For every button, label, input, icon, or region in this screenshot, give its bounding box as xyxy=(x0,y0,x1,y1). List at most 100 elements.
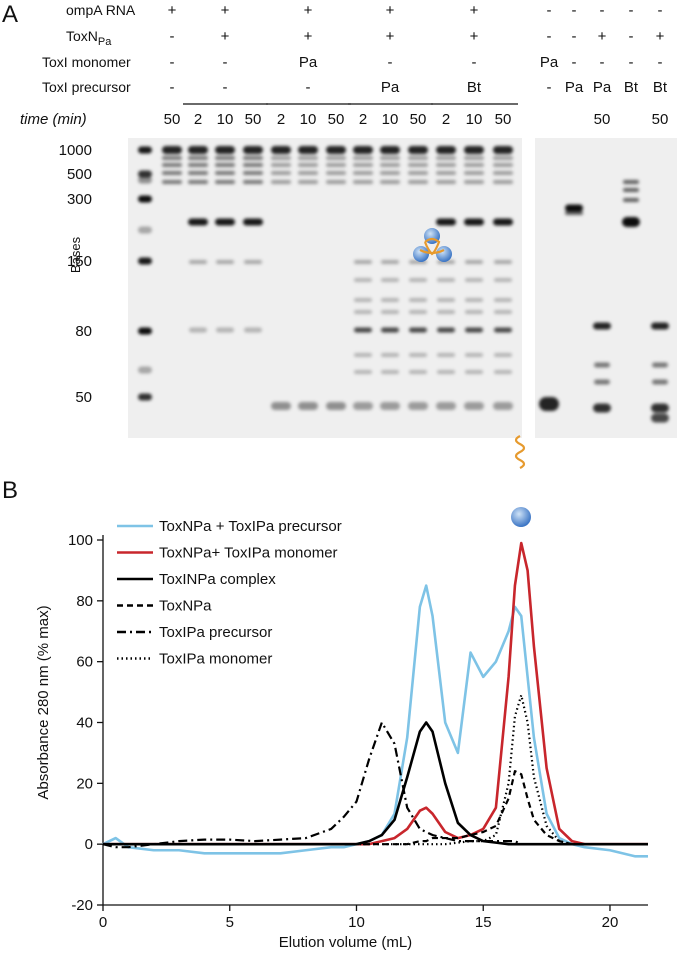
y-tick-label: -20 xyxy=(71,897,93,914)
band xyxy=(437,327,455,333)
lane-mark: - xyxy=(223,54,228,71)
protein-icons xyxy=(413,228,531,527)
band xyxy=(436,218,456,226)
y-tick-label: 0 xyxy=(85,836,93,853)
band xyxy=(436,402,456,410)
band xyxy=(138,393,152,401)
x-tick-label: 15 xyxy=(475,914,492,931)
legend-label: ToxNPa + ToxIPa precursor xyxy=(159,518,342,535)
x-tick-label: 20 xyxy=(602,914,619,931)
x-tick-label: 10 xyxy=(348,914,365,931)
lane-mark: + xyxy=(221,28,230,45)
band xyxy=(437,278,455,282)
band xyxy=(354,260,372,264)
band xyxy=(326,402,346,410)
band xyxy=(437,298,455,302)
band xyxy=(215,146,235,154)
band xyxy=(353,180,373,184)
band xyxy=(437,370,455,374)
band xyxy=(409,298,427,302)
lane-mark: + xyxy=(656,28,665,45)
band xyxy=(298,146,318,154)
band xyxy=(623,188,639,192)
ladder-axis-label: Bases xyxy=(68,236,83,273)
band xyxy=(243,146,263,154)
band xyxy=(465,310,483,314)
lane-mark: - xyxy=(547,2,552,19)
time-label: 10 xyxy=(466,111,483,128)
band xyxy=(408,171,428,175)
band xyxy=(216,327,234,333)
time-label: 10 xyxy=(300,111,317,128)
lane-mark: - xyxy=(572,54,577,71)
time-label: 50 xyxy=(410,111,427,128)
legend-label: ToxNPa+ ToxIPa monomer xyxy=(159,545,338,562)
band xyxy=(623,198,639,202)
band xyxy=(215,163,235,167)
band xyxy=(271,180,291,184)
lane-mark: + xyxy=(168,2,177,19)
band xyxy=(138,195,152,203)
band xyxy=(436,146,456,154)
band xyxy=(326,180,346,184)
band xyxy=(354,327,372,333)
lane-mark: - xyxy=(600,54,605,71)
band xyxy=(623,180,639,184)
gel-right xyxy=(535,138,677,438)
band xyxy=(354,370,372,374)
band xyxy=(271,402,291,410)
band xyxy=(138,176,152,184)
band xyxy=(409,310,427,314)
band xyxy=(188,156,208,160)
band xyxy=(188,180,208,184)
band xyxy=(298,156,318,160)
lane-mark: - xyxy=(170,79,175,96)
y-tick-label: 80 xyxy=(76,593,93,610)
band xyxy=(215,180,235,184)
lane-mark: - xyxy=(388,54,393,71)
band xyxy=(622,217,640,227)
band xyxy=(494,278,512,282)
band xyxy=(380,180,400,184)
band xyxy=(464,402,484,410)
band xyxy=(271,163,291,167)
band xyxy=(465,327,483,333)
band xyxy=(436,180,456,184)
band xyxy=(244,260,262,264)
time-label: 2 xyxy=(194,111,202,128)
band xyxy=(138,257,152,265)
band xyxy=(539,397,559,411)
band xyxy=(138,170,152,178)
band xyxy=(436,156,456,160)
band xyxy=(298,402,318,410)
lane-mark: - xyxy=(547,79,552,96)
row-label-main: ToxN xyxy=(66,28,98,44)
panel-label: A xyxy=(2,1,18,28)
band xyxy=(436,171,456,175)
band xyxy=(354,278,372,282)
series-line xyxy=(102,584,648,858)
band xyxy=(465,353,483,357)
band xyxy=(381,327,399,333)
band xyxy=(593,403,611,413)
band xyxy=(162,171,182,175)
band xyxy=(380,156,400,160)
lane-mark: Bt xyxy=(624,79,639,96)
band xyxy=(243,180,263,184)
ladder-label: 1000 xyxy=(59,142,92,159)
band xyxy=(436,163,456,167)
band xyxy=(326,171,346,175)
band xyxy=(381,298,399,302)
band xyxy=(188,218,208,226)
band xyxy=(651,403,669,413)
lane-mark: - xyxy=(547,28,552,45)
lane-mark: Pa xyxy=(299,54,318,71)
gel-left xyxy=(128,138,522,438)
y-tick-label: 100 xyxy=(68,532,93,549)
lane-mark: + xyxy=(470,2,479,19)
band xyxy=(380,163,400,167)
row-label: ToxI precursor xyxy=(42,79,131,95)
band xyxy=(408,156,428,160)
band xyxy=(326,163,346,167)
